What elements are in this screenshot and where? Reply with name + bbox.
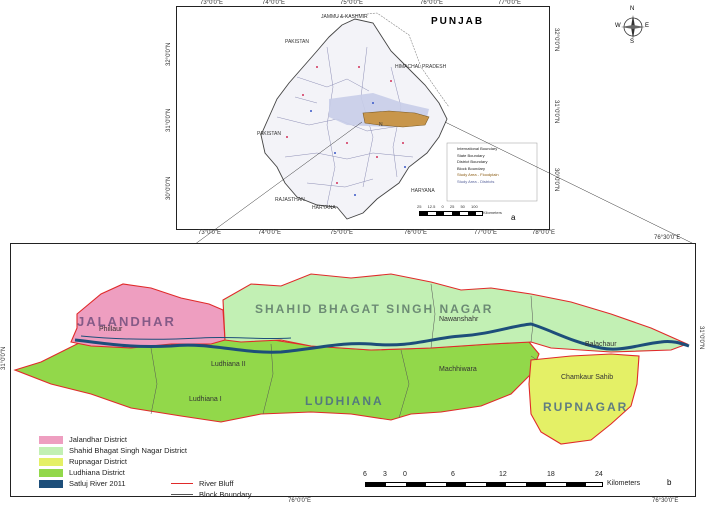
bot-lat-tick-l: 31°0'0"N — [1, 346, 7, 370]
top-lon-tick-b4: 76°0'0"E — [404, 230, 428, 236]
compass-icon — [621, 15, 645, 39]
swatch-bluff — [171, 482, 193, 485]
index-scale-numbers: 25 12.5 0 25 50 100 — [417, 204, 478, 209]
line-legend-2: Block Boundary — [171, 489, 252, 500]
legend-state-boundary: State Boundary — [457, 152, 485, 158]
block-ludhiana-ii: Ludhiana II — [211, 361, 246, 368]
label-jammu-kashmir: JAMMU & KASHMIR — [321, 14, 368, 20]
label-haryana-south: HARYANA — [312, 205, 336, 211]
top-lon-tick-b2: 74°0'0"E — [258, 230, 282, 236]
label-pakistan-north: PAKISTAN — [285, 39, 309, 45]
legend-study-floodplain: Study Area - Floodplain — [457, 172, 499, 177]
legend-district-boundary: District Boundary — [457, 159, 488, 164]
compass-w: W — [615, 23, 621, 29]
study-area-svg — [13, 273, 690, 445]
label-rupnagar: RUPNAGAR — [543, 400, 629, 414]
block-phillaur: Phillaur — [99, 326, 123, 333]
label-rajasthan: RAJASTHAN — [275, 197, 305, 203]
scale-bar — [365, 482, 603, 487]
panel-label-b: b — [667, 478, 672, 487]
top-lon-tick-4: 76°0'0"E — [420, 0, 444, 6]
legend-study-districts: Study Area - Districts — [457, 178, 495, 184]
top-lon-tick-b5: 77°0'0"E — [474, 230, 498, 236]
study-area-map: JALANDHAR SHAHID BHAGAT SINGH NAGAR LUDH… — [10, 243, 696, 500]
punjab-index-map: PUNJAB a JAMMU & KASHMIR PAKISTAN HIMACH… — [176, 6, 550, 230]
label-sbs-nagar: SHAHID BHAGAT SINGH NAGAR — [255, 302, 494, 316]
bot-lon-tick-b2: 76°30'0"E — [652, 498, 679, 504]
block-balachaur: Balachaur — [585, 341, 617, 348]
compass-rose: N E S W — [615, 6, 650, 46]
block-machhiwara: Machhiwara — [439, 366, 477, 373]
map-title: PUNJAB — [431, 16, 485, 27]
river-channel-secondary — [80, 335, 292, 340]
scale-unit: Kilometers — [607, 480, 641, 487]
block-ludhiana-i: Ludhiana I — [189, 396, 222, 403]
index-legend: International Boundary State Boundary Di… — [457, 146, 499, 185]
compass-n: N — [630, 6, 635, 12]
top-lon-tick-1: 73°0'0"E — [200, 0, 224, 6]
swatch-jalandhar — [39, 435, 63, 444]
swatch-sbs — [39, 446, 63, 455]
swatch-rupnagar — [39, 457, 63, 466]
top-lon-tick-b6: 78°0'0"E — [532, 230, 556, 236]
legend-intl-boundary: International Boundary — [457, 146, 498, 151]
town-markers-blue — [310, 102, 406, 196]
index-scale-bar — [419, 211, 483, 216]
label-jalandhar: JALANDHAR — [77, 314, 176, 329]
legend-row-rupnagar: Rupnagar District — [39, 456, 187, 467]
block-chamkaur-sahib: Chamkaur Sahib — [561, 374, 614, 381]
town-markers — [286, 66, 404, 184]
label-pakistan-west: PAKISTAN — [257, 131, 281, 137]
index-scale-unit: Kilometers — [483, 210, 502, 215]
ludhiana-district — [13, 333, 540, 423]
legend-row-block: Block Boundary — [171, 489, 252, 500]
legend-row-river: Satluj River 2011 — [39, 478, 187, 489]
top-lon-tick-5: 77°0'0"E — [498, 0, 522, 6]
label-himachal-pradesh: HIMACHAL PRADESH — [395, 64, 447, 70]
bot-lat-tick-r: 31°0'0"N — [698, 326, 704, 350]
top-lon-tick-b1: 73°0'0"E — [198, 230, 222, 236]
district-legend: Jalandhar District Shahid Bhagat Singh N… — [39, 434, 187, 489]
bot-lon-tick-t2: 76°30'0"E — [654, 235, 681, 241]
state-boundary-line — [336, 12, 450, 108]
legend-row-ludhiana: Ludhiana District — [39, 467, 187, 478]
top-lon-tick-3: 75°0'0"E — [340, 0, 364, 6]
punjab-map-svg — [260, 12, 538, 220]
line-legend: River Bluff — [171, 478, 233, 489]
rupnagar-district — [528, 353, 640, 445]
legend-row-bluff: River Bluff — [171, 478, 233, 489]
block-nawanshahr: Nawanshahr — [439, 316, 479, 323]
study-area-floodplain — [362, 110, 430, 128]
bot-lon-tick-b1: 76°0'0"E — [288, 498, 312, 504]
legend-row-sbs: Shahid Bhagat Singh Nagar District — [39, 445, 187, 456]
swatch-ludhiana — [39, 468, 63, 477]
compass-s: S — [630, 39, 635, 45]
legend-row-jalandhar: Jalandhar District — [39, 434, 187, 445]
satluj-river — [74, 322, 690, 354]
compass-e: E — [645, 23, 650, 29]
legend-block-boundary: Block Boundary — [457, 165, 486, 171]
top-lon-tick-2: 74°0'0"E — [262, 0, 286, 6]
label-haryana-east: HARYANA — [411, 188, 435, 194]
label-ludhiana: LUDHIANA — [305, 394, 384, 408]
swatch-block — [171, 494, 193, 495]
swatch-river — [39, 479, 63, 488]
top-lon-tick-b3: 75°0'0"E — [330, 230, 354, 236]
index-legend-box — [446, 142, 538, 202]
panel-label-a: a — [511, 213, 516, 222]
label-n: N — [379, 122, 383, 128]
